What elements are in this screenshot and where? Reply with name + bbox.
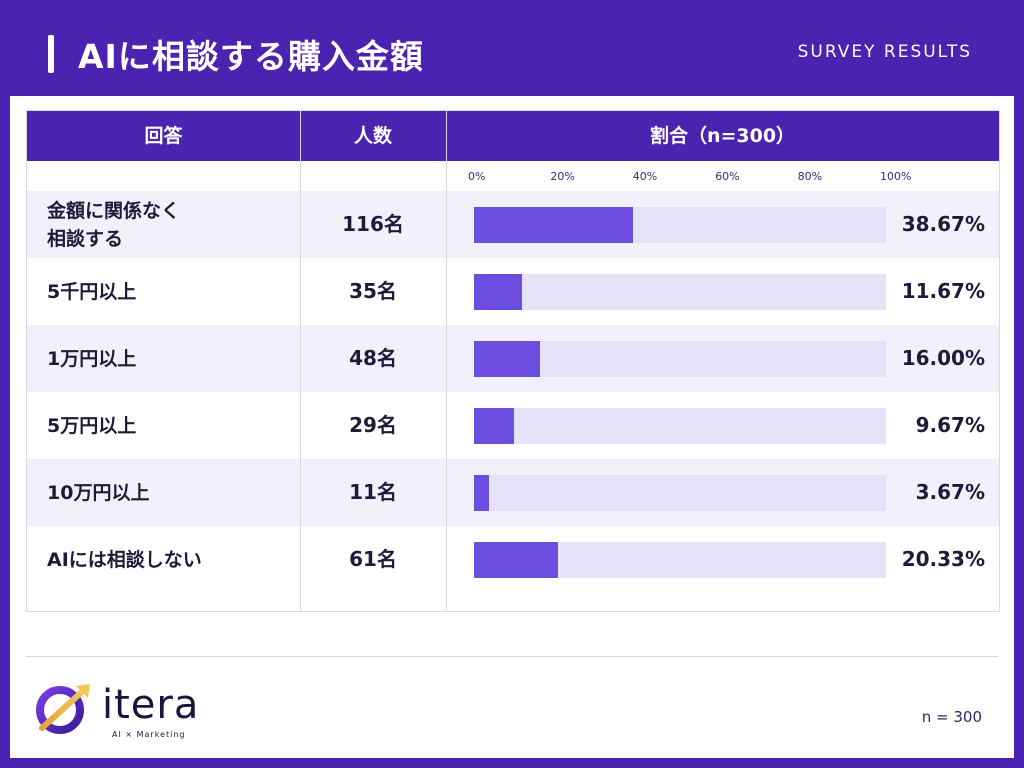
bar [474,341,540,377]
content-card: 回答 人数 割合（n=300） 0% 20% 40% 60% 80% 100% 金額に関係… [10,96,1014,758]
table-row: AIには相談しない 61名 20.33% [27,526,999,593]
column-divider [300,111,301,611]
table-row: 5千円以上 35名 11.67% [27,258,999,325]
axis-tick-label: 40% [632,170,658,183]
axis-ticks-row: 0% 20% 40% 60% 80% 100% [27,161,999,191]
answer-label-line: 金額に関係なく [47,199,181,222]
page-subtitle: SURVEY RESULTS [797,42,972,62]
column-divider [446,111,447,611]
header: AIに相談する購入金額 SURVEY RESULTS [0,0,1024,96]
page-title: AIに相談する購入金額 [78,37,424,76]
bar-track [474,408,886,444]
percentage-label: 38.67% [901,212,985,236]
answer-label-line: 5千円以上 [47,280,137,303]
bar-track [474,207,886,243]
respondent-count: 29名 [349,413,397,437]
percentage-label: 3.67% [915,480,985,504]
table-row: 金額に関係なく 相談する 116名 38.67% [27,191,999,258]
bar [474,207,634,243]
axis-tick-label: 20% [550,170,575,183]
results-table: 回答 人数 割合（n=300） 0% 20% 40% 60% 80% 100% 金額に関係… [26,110,1000,612]
bar-track [474,475,886,511]
axis-tick-label: 60% [715,170,740,183]
axis-tick-label: 80% [797,170,823,183]
header-ratio: 割合（n=300） [649,125,796,147]
bar [474,542,558,578]
bar [474,408,514,444]
footer-divider [26,656,998,657]
sample-size-note: n = 300 [921,708,982,726]
bar-track [474,274,886,310]
respondent-count: 116名 [342,212,404,236]
answer-label-line: 5万円以上 [47,414,137,437]
answer-label-line: 10万円以上 [47,481,150,504]
header-count: 人数 [353,125,392,147]
itera-logo: itera AI × Marketing [32,680,232,740]
table-row: 5万円以上 29名 9.67% [27,392,999,459]
logo-wordmark: itera [102,682,200,728]
respondent-count: 61名 [349,547,397,571]
percentage-label: 9.67% [915,413,985,437]
bar-track [474,542,886,578]
answer-label: 金額に関係なく 相談する [47,191,297,258]
respondent-count: 11名 [349,480,397,504]
axis-tick-label: 100% [880,170,912,183]
answer-label-line: 相談する [47,227,124,250]
bar [474,274,523,310]
answer-label: 10万円以上 [47,459,297,526]
axis-tick-label: 0% [468,170,486,183]
percentage-label: 20.33% [901,547,985,571]
respondent-count: 35名 [349,279,397,303]
answer-label: 5千円以上 [47,258,297,325]
logo-mark-icon [36,684,90,734]
bar-track [474,341,886,377]
header-answer: 回答 [144,125,183,147]
table-row: 10万円以上 11名 3.67% [27,459,999,526]
respondent-count: 48名 [349,346,397,370]
bar [474,475,490,511]
title-accent-bar [48,35,54,73]
answer-label-line: 1万円以上 [47,347,137,370]
percentage-label: 11.67% [901,279,985,303]
logo-tagline: AI × Marketing [112,730,186,739]
answer-label: 5万円以上 [47,392,297,459]
answer-label: AIには相談しない [47,526,297,593]
percentage-label: 16.00% [901,346,985,370]
table-header: 回答 人数 割合（n=300） [27,111,999,161]
answer-label: 1万円以上 [47,325,297,392]
answer-label-line: AIには相談しない [47,548,202,571]
table-row: 1万円以上 48名 16.00% [27,325,999,392]
